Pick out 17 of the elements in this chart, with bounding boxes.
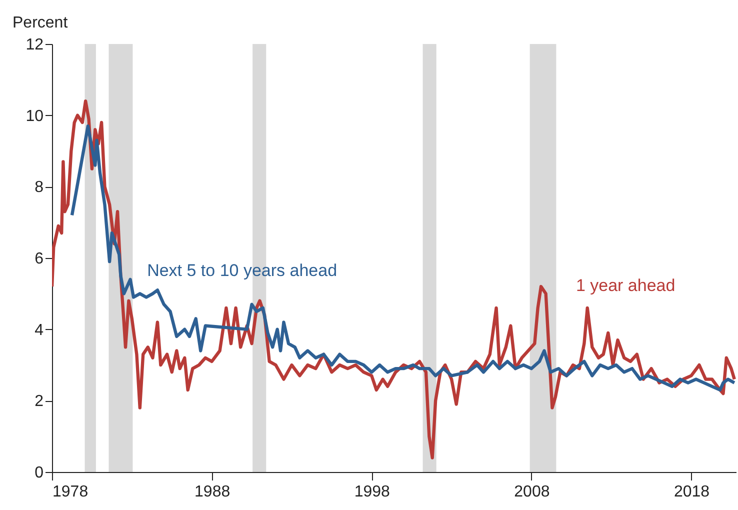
series-label: 1 year ahead <box>576 276 676 295</box>
y-tick-label: 8 <box>34 179 44 196</box>
x-tick-label: 1988 <box>194 484 230 500</box>
line-series <box>52 99 736 460</box>
line-series <box>70 124 736 392</box>
y-tick-label: 0 <box>34 464 44 482</box>
y-tick-label: 6 <box>34 250 44 268</box>
y-tick-label: 4 <box>34 322 44 339</box>
y-tick-label: 12 <box>26 36 44 54</box>
x-tick-label: 2018 <box>674 484 710 500</box>
y-tick-label: 2 <box>34 393 44 410</box>
y-axis-title: Percent <box>12 14 68 32</box>
x-tick-label: 1998 <box>354 484 390 500</box>
x-tick-label: 1978 <box>52 484 88 500</box>
y-tick-label: 10 <box>26 108 44 125</box>
x-tick-label: 2008 <box>514 484 550 500</box>
series-label: Next 5 to 10 years ahead <box>147 260 338 280</box>
